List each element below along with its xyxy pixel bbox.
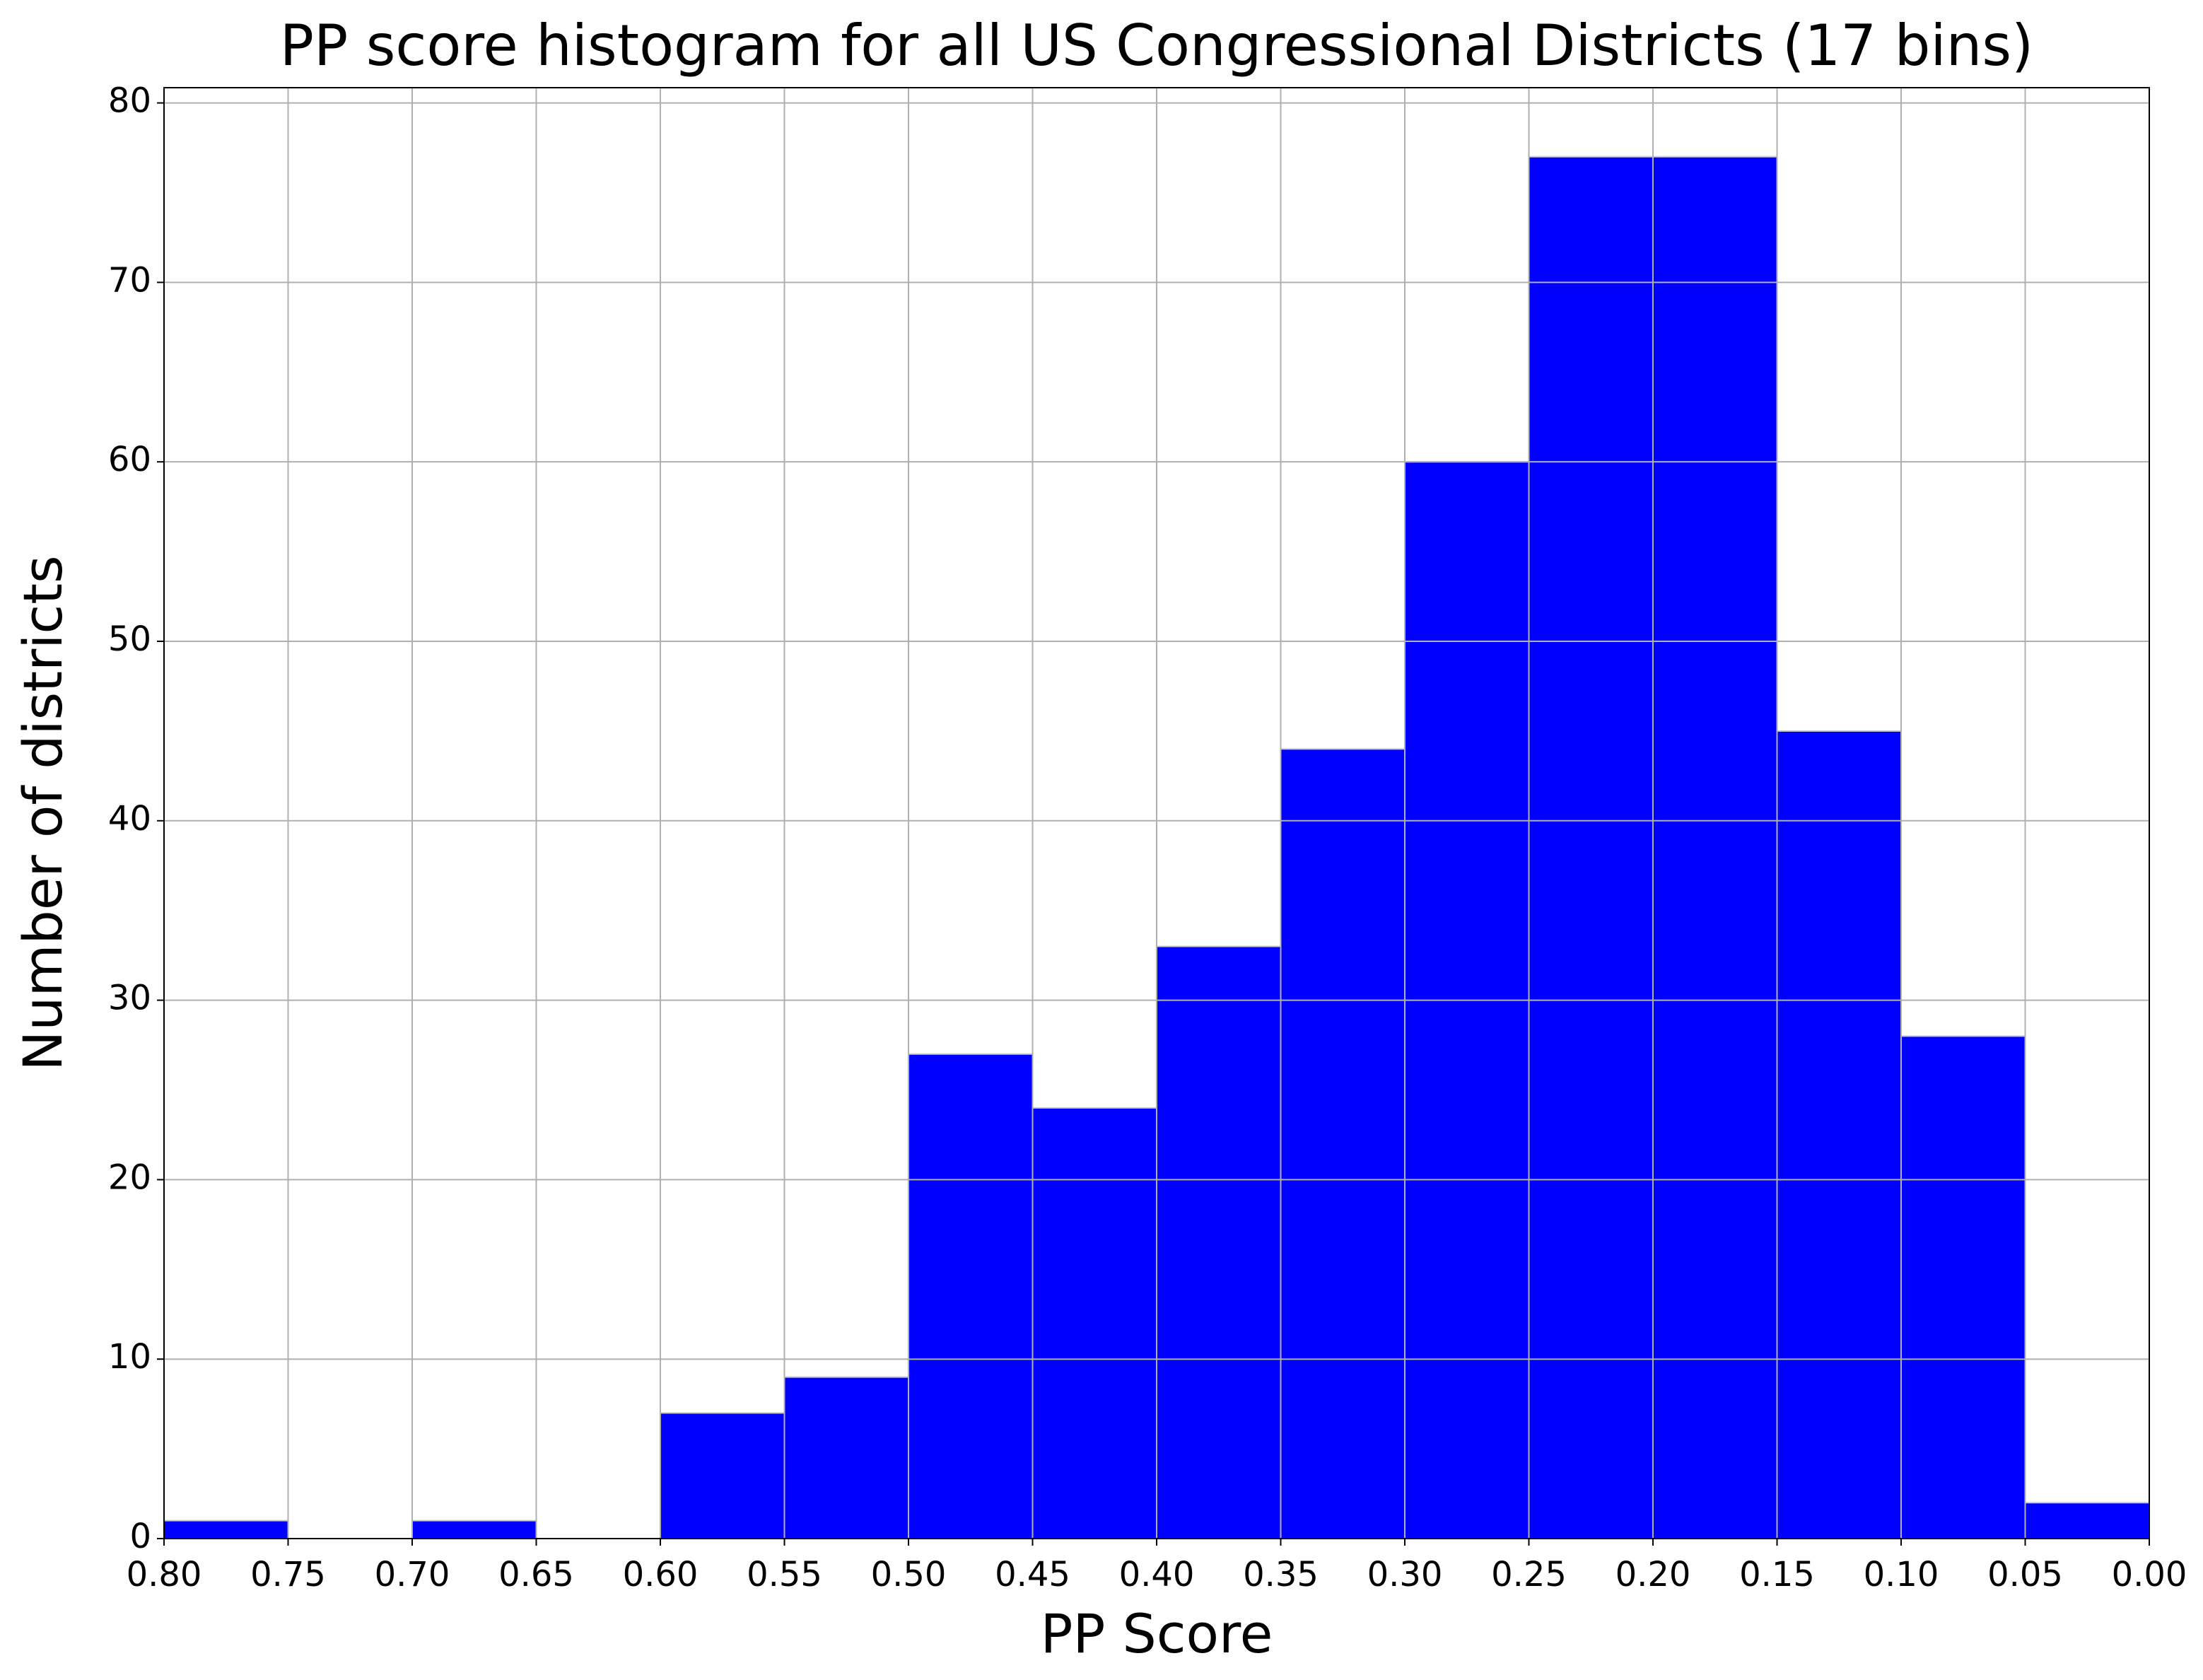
y-tick-label: 30 xyxy=(108,979,151,1018)
x-tick-label: 0.45 xyxy=(995,1555,1070,1594)
y-tick-label: 80 xyxy=(108,81,151,121)
bar xyxy=(1280,748,1406,1539)
x-tick-label: 0.50 xyxy=(871,1555,947,1594)
x-tick-label: 0.55 xyxy=(747,1555,822,1594)
bar xyxy=(660,1412,785,1539)
x-tick-label: 0.40 xyxy=(1119,1555,1195,1594)
x-tick-label: 0.25 xyxy=(1491,1555,1567,1594)
y-axis-label: Number of districts xyxy=(11,555,74,1071)
x-tick-label: 0.15 xyxy=(1739,1555,1815,1594)
x-axis-label: PP Score xyxy=(1041,1602,1273,1665)
chart-title: PP score histogram for all US Congressio… xyxy=(280,13,2033,78)
x-tick-label: 0.65 xyxy=(498,1555,574,1594)
x-tick-label: 0.20 xyxy=(1615,1555,1691,1594)
x-tick-label: 0.70 xyxy=(375,1555,450,1594)
bar xyxy=(411,1519,537,1539)
bar xyxy=(2024,1502,2150,1539)
y-tick-label: 10 xyxy=(108,1337,151,1377)
x-tick-label: 0.10 xyxy=(1864,1555,1939,1594)
plot-frame xyxy=(163,87,2150,1539)
bar xyxy=(163,1519,289,1539)
y-tick-label: 20 xyxy=(108,1157,151,1197)
y-tick-label: 70 xyxy=(108,260,151,300)
y-tick-label: 50 xyxy=(108,619,151,659)
x-tick-label: 0.80 xyxy=(127,1555,202,1594)
y-tick-label: 60 xyxy=(108,440,151,479)
x-tick-label: 0.35 xyxy=(1243,1555,1319,1594)
y-tick-label: 40 xyxy=(108,799,151,839)
x-tick-label: 0.00 xyxy=(2112,1555,2187,1594)
bar xyxy=(1652,156,1778,1540)
bar xyxy=(1156,945,1282,1539)
bar xyxy=(1032,1107,1157,1539)
x-tick-label: 0.75 xyxy=(250,1555,326,1594)
bar xyxy=(908,1053,1034,1539)
bar xyxy=(783,1376,909,1540)
bar xyxy=(1528,156,1654,1540)
x-tick-label: 0.30 xyxy=(1367,1555,1443,1594)
bar xyxy=(1900,1035,2026,1540)
x-tick-label: 0.60 xyxy=(623,1555,699,1594)
x-tick-label: 0.05 xyxy=(1987,1555,2063,1594)
y-tick-label: 0 xyxy=(129,1517,151,1556)
bar xyxy=(1776,730,1902,1539)
